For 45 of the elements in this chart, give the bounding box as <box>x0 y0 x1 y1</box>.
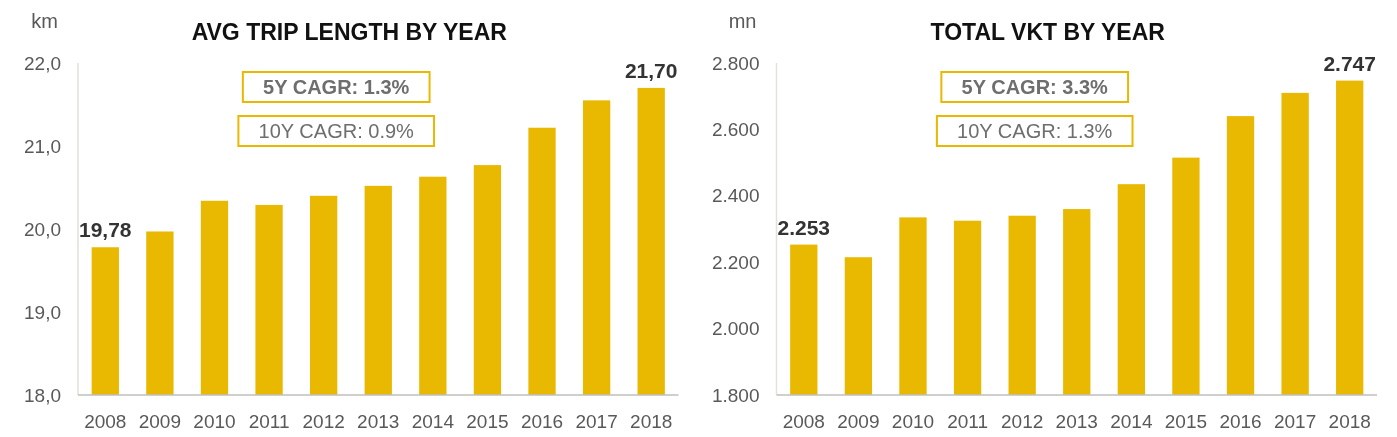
x-tick-label: 2018 <box>1328 411 1371 432</box>
x-tick-label: 2011 <box>248 411 290 432</box>
x-tick-label: 2010 <box>193 411 236 432</box>
y-axis-title: mn <box>728 10 757 32</box>
chart-title: TOTAL VKT BY YEAR <box>930 19 1166 45</box>
annotation: 10Y CAGR: 0.9% <box>258 120 415 143</box>
x-tick-label: 2008 <box>782 411 825 432</box>
y-tick-label: 2.600 <box>711 119 760 141</box>
y-tick-label: 1.800 <box>711 384 760 406</box>
annotation: 5Y CAGR: 1.3% <box>263 76 410 99</box>
x-tick-label: 2012 <box>1001 411 1044 432</box>
data-label: 21,70 <box>624 58 678 82</box>
y-tick-label: 19,0 <box>24 301 61 323</box>
x-tick-label: 2014 <box>1110 411 1153 432</box>
x-tick-label: 2018 <box>630 411 673 432</box>
y-tick-label: 2.400 <box>711 185 760 207</box>
x-tick-label: 2013 <box>357 411 400 432</box>
y-tick-label: 2.800 <box>711 52 760 74</box>
x-tick-label: 2015 <box>1164 411 1208 432</box>
x-tick-label: 2009 <box>138 411 182 432</box>
chart-title: AVG TRIP LENGTH BY YEAR <box>191 19 508 45</box>
annotation: 5Y CAGR: 3.3% <box>961 76 1109 99</box>
x-tick-label: 2010 <box>891 411 935 432</box>
x-tick-label: 2009 <box>837 411 880 432</box>
x-tick-label: 2017 <box>575 411 618 432</box>
x-tick-label: 2016 <box>1219 411 1262 432</box>
y-tick-label: 21,0 <box>24 135 61 157</box>
y-tick-label: 2.000 <box>711 318 760 340</box>
x-tick-label: 2017 <box>1273 411 1317 432</box>
data-label: 2.253 <box>777 215 831 239</box>
x-tick-label: 2011 <box>947 411 988 432</box>
x-tick-label: 2012 <box>302 411 345 432</box>
x-tick-label: 2015 <box>466 411 509 432</box>
y-tick-label: 20,0 <box>24 218 61 240</box>
y-tick-label: 22,0 <box>24 52 61 74</box>
x-tick-label: 2013 <box>1055 411 1098 432</box>
y-tick-label: 2.200 <box>711 251 760 273</box>
x-tick-label: 2014 <box>411 411 455 432</box>
data-label: 2.747 <box>1323 51 1376 75</box>
y-tick-label: 18,0 <box>24 384 61 406</box>
annotation: 10Y CAGR: 1.3% <box>957 120 1113 143</box>
y-axis-title: km <box>31 10 58 32</box>
x-tick-label: 2008 <box>84 411 127 432</box>
x-tick-label: 2016 <box>520 411 564 432</box>
data-label: 19,78 <box>79 218 132 242</box>
